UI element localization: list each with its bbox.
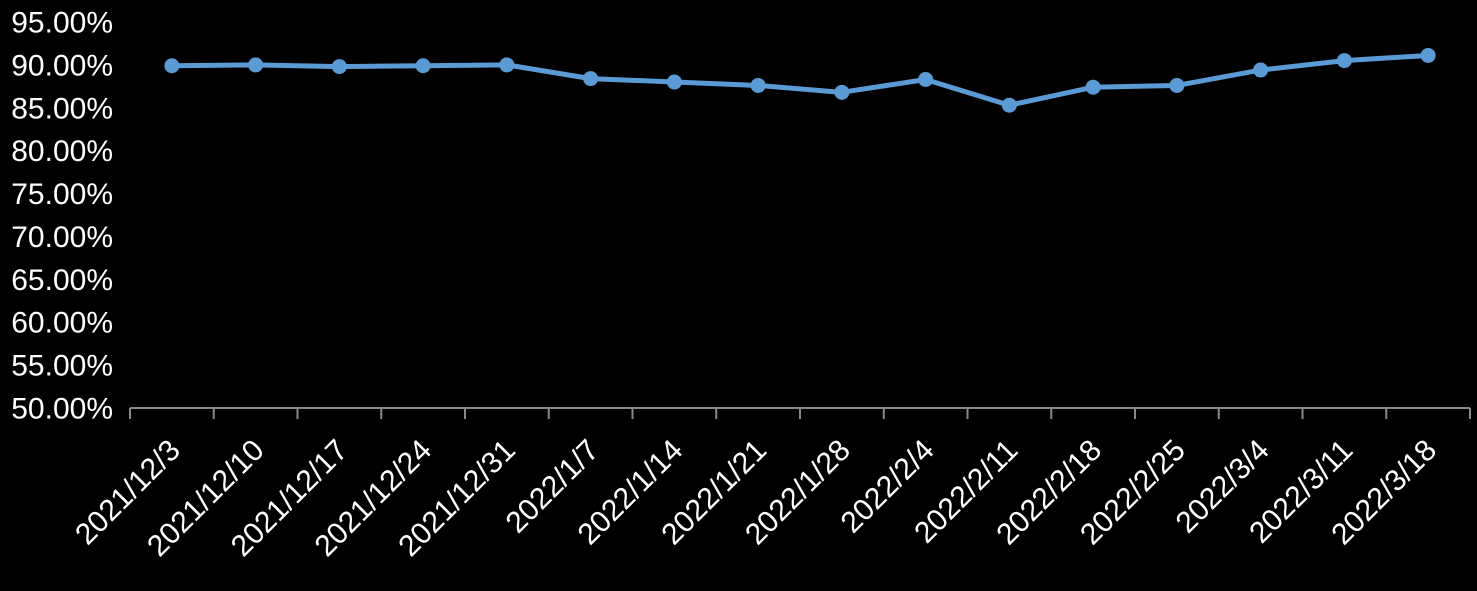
data-point-marker [331, 59, 347, 75]
y-axis-tick-label: 70.00% [11, 221, 113, 254]
y-axis-tick-label: 65.00% [11, 264, 113, 297]
data-point-marker [1420, 47, 1436, 63]
data-point-marker [583, 71, 599, 87]
data-point-marker [918, 71, 934, 87]
y-axis-tick-label: 80.00% [11, 135, 113, 168]
data-point-marker [499, 57, 515, 73]
data-point-marker [1001, 97, 1017, 113]
data-point-marker [1253, 62, 1269, 78]
data-point-marker [248, 57, 264, 73]
data-point-marker [164, 58, 180, 74]
y-axis-tick-label: 75.00% [11, 178, 113, 211]
y-axis-tick-label: 85.00% [11, 92, 113, 125]
y-axis-tick-label: 50.00% [11, 393, 113, 426]
data-point-marker [1085, 79, 1101, 95]
y-axis-tick-label: 55.00% [11, 350, 113, 383]
data-point-marker [834, 84, 850, 100]
data-point-marker [415, 58, 431, 74]
y-axis-tick-label: 60.00% [11, 307, 113, 340]
data-point-marker [750, 77, 766, 93]
y-axis-tick-label: 90.00% [11, 49, 113, 82]
data-point-marker [1169, 77, 1185, 93]
data-point-marker [666, 74, 682, 90]
data-point-marker [1336, 53, 1352, 69]
series-line [169, 52, 1431, 108]
y-axis-tick-label: 95.00% [11, 7, 113, 40]
